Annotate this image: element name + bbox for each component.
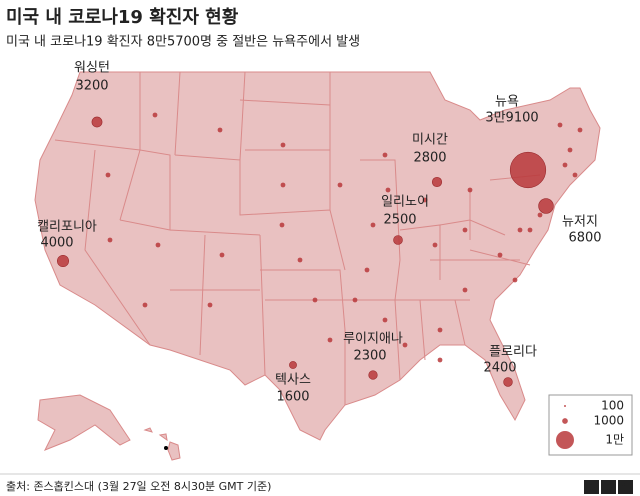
legend-bubble bbox=[556, 431, 574, 449]
minor-dot bbox=[280, 142, 286, 148]
hawaii bbox=[143, 427, 181, 461]
bubble-value: 2400 bbox=[483, 361, 516, 376]
us-map bbox=[34, 71, 601, 461]
bubble-name: 일리노이 bbox=[381, 195, 429, 210]
mainland bbox=[34, 71, 601, 441]
minor-dot bbox=[217, 127, 223, 133]
bubble-name: 뉴저지 bbox=[562, 215, 598, 230]
minor-dot bbox=[219, 252, 225, 258]
minor-dot bbox=[567, 147, 573, 153]
minor-dot bbox=[382, 152, 388, 158]
minor-dot bbox=[370, 222, 376, 228]
bubble bbox=[503, 377, 513, 387]
bubble bbox=[393, 235, 403, 245]
bubble bbox=[368, 370, 378, 380]
logo-box bbox=[601, 480, 616, 494]
minor-dot bbox=[572, 172, 578, 178]
legend-label: 100 bbox=[601, 399, 624, 413]
bubble bbox=[57, 255, 69, 267]
legend-label: 1000 bbox=[593, 414, 624, 428]
bubble-value: 6800 bbox=[568, 231, 601, 246]
minor-dot bbox=[312, 297, 318, 303]
bubble-value: 1600 bbox=[276, 390, 309, 405]
bubble-name: 루이지애나 bbox=[343, 332, 403, 347]
bubble bbox=[431, 176, 443, 188]
minor-dot bbox=[467, 187, 473, 193]
bubble-name: 플로리다 bbox=[489, 345, 537, 360]
minor-dot bbox=[422, 197, 428, 203]
minor-dot bbox=[432, 242, 438, 248]
bubble-value: 2800 bbox=[413, 151, 446, 166]
minor-dot bbox=[537, 212, 543, 218]
hawaii-marker bbox=[164, 446, 168, 450]
bubble-name: 미시간 bbox=[412, 133, 448, 148]
minor-dot bbox=[462, 227, 468, 233]
minor-dot bbox=[280, 182, 286, 188]
legend-bubble bbox=[564, 405, 566, 407]
logo-letter: B bbox=[604, 481, 612, 494]
minor-dot bbox=[352, 297, 358, 303]
bubble-value: 2500 bbox=[383, 213, 416, 228]
minor-dot bbox=[527, 227, 533, 233]
legend-bubble bbox=[562, 418, 568, 424]
source: 출처: 존스홉킨스대 (3월 27일 오전 8시30분 GMT 기준) bbox=[6, 479, 271, 493]
subtitle: 미국 내 코로나19 확진자 8만5700명 중 절반은 뉴욕주에서 발생 bbox=[6, 35, 360, 50]
minor-dots bbox=[105, 112, 583, 363]
minor-dot bbox=[337, 182, 343, 188]
bubble bbox=[538, 198, 554, 214]
minor-dot bbox=[382, 317, 388, 323]
minor-dot bbox=[155, 242, 161, 248]
minor-dot bbox=[562, 162, 568, 168]
bubble-value: 4000 bbox=[40, 236, 73, 251]
logo-box bbox=[618, 480, 633, 494]
bubble-name: 캘리포니아 bbox=[37, 220, 97, 235]
minor-dot bbox=[107, 237, 113, 243]
title: 미국 내 코로나19 확진자 현황 bbox=[6, 7, 239, 28]
minor-dot bbox=[105, 172, 111, 178]
minor-dot bbox=[557, 122, 563, 128]
bubble bbox=[509, 151, 547, 189]
minor-dot bbox=[577, 127, 583, 133]
minor-dot bbox=[512, 277, 518, 283]
bubble-name: 텍사스 bbox=[275, 373, 311, 388]
logo-letter: B bbox=[587, 481, 595, 494]
bubble bbox=[91, 116, 103, 128]
minor-dot bbox=[385, 187, 391, 193]
logo-letter: C bbox=[621, 481, 629, 494]
minor-dot bbox=[437, 357, 443, 363]
bubble-name: 뉴욕 bbox=[495, 95, 519, 110]
bubble-value: 3만9100 bbox=[485, 111, 538, 126]
minor-dot bbox=[279, 222, 285, 228]
bubble-value: 3200 bbox=[75, 79, 108, 94]
minor-dot bbox=[437, 327, 443, 333]
minor-dot bbox=[497, 252, 503, 258]
bubble bbox=[289, 361, 297, 369]
minor-dot bbox=[152, 112, 158, 118]
minor-dot bbox=[207, 302, 213, 308]
alaska bbox=[37, 394, 131, 451]
logo-box bbox=[584, 480, 599, 494]
legend-label: 1만 bbox=[605, 433, 624, 447]
minor-dot bbox=[402, 342, 408, 348]
bubble-value: 2300 bbox=[353, 349, 386, 364]
minor-dot bbox=[364, 267, 370, 273]
minor-dot bbox=[517, 227, 523, 233]
minor-dot bbox=[297, 257, 303, 263]
state-borders bbox=[54, 71, 541, 405]
bubble-name: 워싱턴 bbox=[74, 61, 110, 76]
minor-dot bbox=[142, 302, 148, 308]
minor-dot bbox=[327, 337, 333, 343]
minor-dot bbox=[462, 287, 468, 293]
